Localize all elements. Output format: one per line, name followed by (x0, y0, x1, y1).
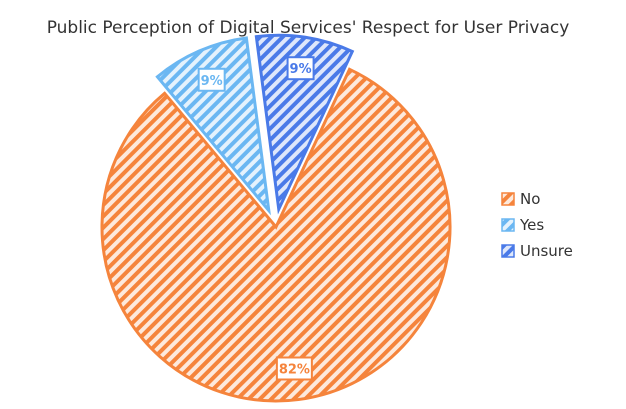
data-label-text: 9% (201, 74, 223, 89)
legend-label: Unsure (520, 242, 573, 260)
data-label-no: 82% (275, 356, 313, 381)
pie-slices (100, 33, 452, 403)
legend-item-no[interactable]: No (501, 190, 540, 208)
legend-swatch (501, 192, 515, 206)
legend-item-yes[interactable]: Yes (501, 216, 544, 234)
legend-swatch (501, 218, 515, 232)
pie-slice-no (100, 67, 452, 403)
legend-item-unsure[interactable]: Unsure (501, 242, 573, 260)
pie-data-labels: 82% 9% 9% (197, 56, 315, 381)
data-label-box (286, 56, 315, 81)
pie-slice-unsure (254, 33, 355, 215)
data-label-box (197, 67, 226, 92)
pie-slice-yes (155, 36, 271, 216)
data-label-yes: 9% (197, 67, 226, 92)
data-label-unsure: 9% (286, 56, 315, 81)
legend-swatch (501, 244, 515, 258)
legend-label: No (520, 190, 540, 208)
data-label-box (275, 356, 313, 381)
chart-legend: No Yes Unsure (501, 190, 573, 260)
legend-label: Yes (519, 216, 544, 234)
chart-title: Public Perception of Digital Services' R… (47, 18, 570, 38)
data-label-text: 82% (279, 362, 310, 377)
data-label-text: 9% (290, 62, 312, 77)
